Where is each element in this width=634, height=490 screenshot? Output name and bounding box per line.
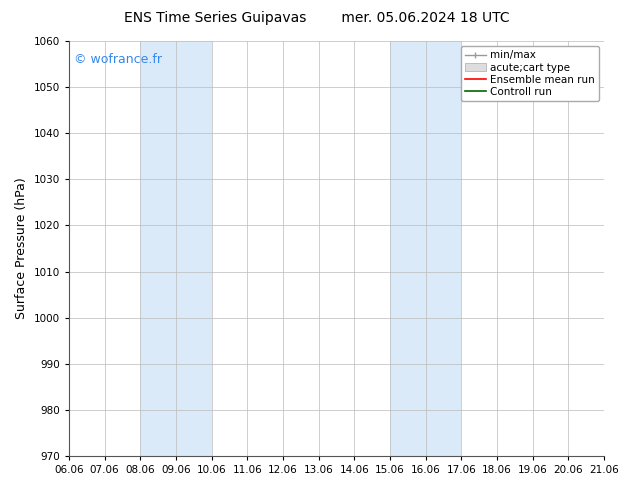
Bar: [390, 41, 462, 456]
Legend: min/max, acute;cart type, Ensemble mean run, Controll run: min/max, acute;cart type, Ensemble mean …: [461, 46, 599, 101]
Text: ENS Time Series Guipavas        mer. 05.06.2024 18 UTC: ENS Time Series Guipavas mer. 05.06.2024…: [124, 11, 510, 25]
Bar: [140, 41, 212, 456]
Text: © wofrance.fr: © wofrance.fr: [74, 53, 162, 67]
Y-axis label: Surface Pressure (hPa): Surface Pressure (hPa): [15, 178, 28, 319]
